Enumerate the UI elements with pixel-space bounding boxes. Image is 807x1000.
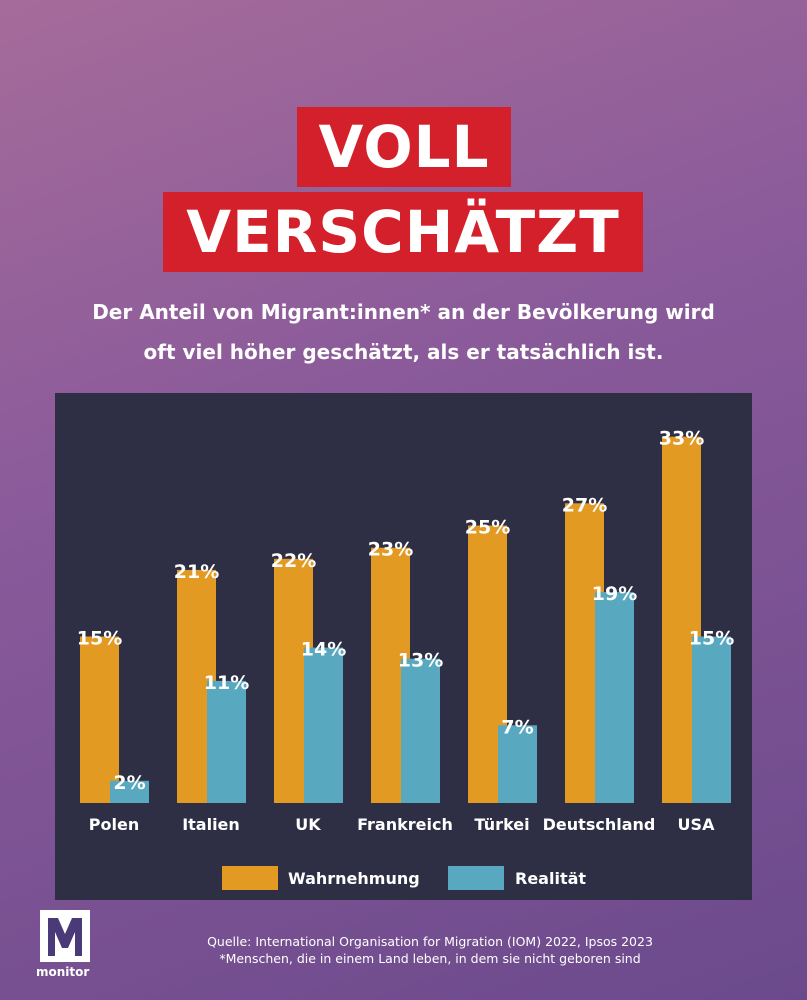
- value-label-wahrnehmung-polen: 15%: [77, 628, 122, 650]
- bar-realität-uk: [304, 647, 343, 803]
- value-label-wahrnehmung-türkei: 25%: [465, 517, 510, 539]
- category-label-deutschland: Deutschland: [543, 815, 656, 834]
- monitor-logo: monitor: [36, 910, 100, 980]
- value-label-realität-frankreich: 13%: [398, 650, 443, 672]
- category-label-uk: UK: [295, 815, 321, 834]
- value-label-realität-italien: 11%: [204, 672, 249, 694]
- value-label-wahrnehmung-usa: 33%: [659, 428, 704, 450]
- subtitle-line-1: Der Anteil von Migrant:innen* an der Bev…: [92, 300, 715, 324]
- category-label-italien: Italien: [182, 815, 240, 834]
- legend-label-realität: Realität: [515, 869, 586, 888]
- bar-realität-deutschland: [595, 592, 634, 803]
- value-label-realität-uk: 14%: [301, 639, 346, 661]
- title-line-2: VERSCHÄTZT: [163, 192, 643, 272]
- legend-swatch-wahrnehmung: [222, 866, 278, 890]
- value-label-wahrnehmung-uk: 22%: [271, 550, 316, 572]
- bar-chart: 15% 21% 22% 23% 25% 27% 33% 2% 11% 14% 13% 7% 19% 15%…: [77, 428, 734, 890]
- logo-text: monitor: [36, 965, 90, 979]
- value-label-wahrnehmung-deutschland: 27%: [562, 494, 607, 516]
- bar-realität-türkei: [498, 725, 537, 803]
- footnote-text: *Menschen, die in einem Land leben, in d…: [219, 951, 641, 966]
- subtitle-line-2: oft viel höher geschätzt, als er tatsäch…: [143, 340, 664, 364]
- value-label-realität-usa: 15%: [689, 628, 734, 650]
- bar-wahrnehmung-polen: [80, 636, 119, 803]
- value-label-realität-türkei: 7%: [501, 716, 533, 738]
- category-label-frankreich: Frankreich: [357, 815, 453, 834]
- bar-realität-polen: [110, 780, 149, 803]
- chart-panel: 15% 21% 22% 23% 25% 27% 33% 2% 11% 14% 13% 7% 19% 15%…: [55, 393, 752, 900]
- bar-realität-italien: [207, 680, 246, 803]
- logo-m-icon: [40, 910, 90, 962]
- value-label-wahrnehmung-frankreich: 23%: [368, 539, 413, 561]
- source-text: Quelle: International Organisation for M…: [207, 934, 653, 949]
- category-label-türkei: Türkei: [474, 815, 529, 834]
- value-label-realität-polen: 2%: [113, 772, 145, 794]
- value-label-realität-deutschland: 19%: [592, 583, 637, 605]
- bar-realität-usa: [692, 636, 731, 803]
- title-line-1: VOLL: [297, 107, 511, 187]
- legend-label-wahrnehmung: Wahrnehmung: [288, 869, 420, 888]
- bar-realität-frankreich: [401, 658, 440, 803]
- value-label-wahrnehmung-italien: 21%: [174, 561, 219, 583]
- legend-swatch-realität: [448, 866, 504, 890]
- category-label-polen: Polen: [89, 815, 139, 834]
- category-label-usa: USA: [678, 815, 716, 834]
